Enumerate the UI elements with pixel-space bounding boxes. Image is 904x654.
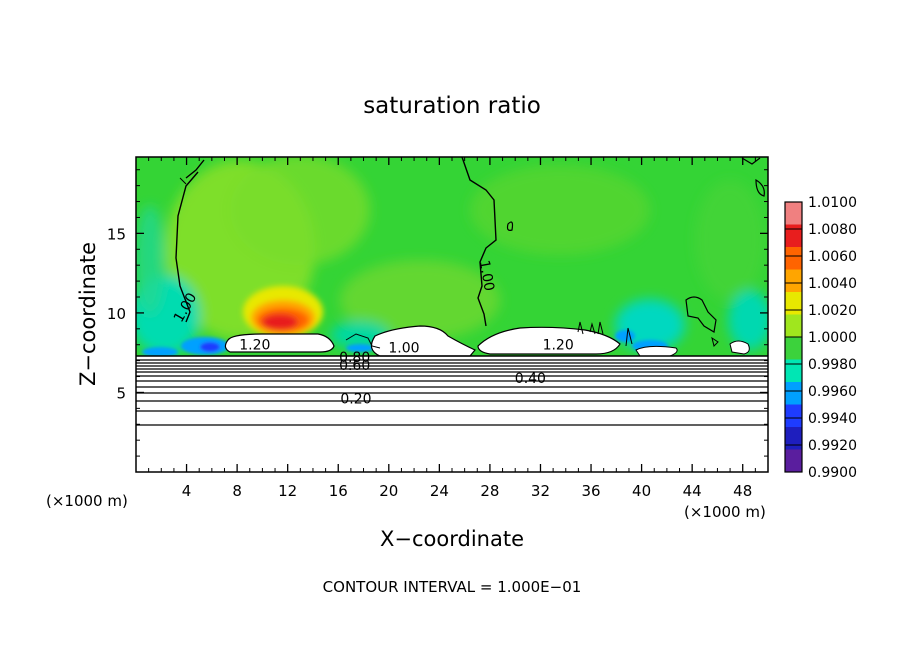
colorbar-tick-label: 1.0040 [808,276,857,292]
x-axis-label: X−coordinate [380,527,524,551]
x-tick-label: 36 [581,482,600,500]
colorbar-tick-label: 1.0020 [808,303,857,319]
colorbar-tick-label: 1.0000 [808,330,857,346]
contour-label: 0.20 [340,392,371,408]
x-unit-right: (×1000 m) [684,503,766,521]
heatmap-field [136,157,768,472]
x-tick-label: 16 [329,482,348,500]
colorbar-swatch [785,224,802,248]
colorbar-tick-label: 0.9980 [808,357,857,373]
y-axis-label: Z−coordinate [76,242,100,386]
colorbar-tick-label: 0.9920 [808,438,857,454]
x-tick-label: 40 [632,482,651,500]
colorbar-swatch [785,292,802,315]
x-tick-label: 8 [232,482,242,500]
colorbar-swatch [785,269,802,293]
colorbar-swatch [785,404,802,428]
contour-interval-note: CONTOUR INTERVAL = 1.000E−01 [323,578,582,596]
colorbar-tick-label: 1.0080 [808,222,857,238]
colorbar-tick-label: 0.9900 [808,465,857,481]
x-tick-label: 12 [278,482,297,500]
contour-label: 1.00 [388,341,419,357]
colorbar-swatch [785,382,802,405]
contour-label: 1.20 [239,338,270,354]
contour-label: 0.60 [339,358,370,374]
colorbar-swatch [785,359,802,383]
colorbar-swatch [785,247,802,270]
x-tick-label: 4 [182,482,192,500]
colorbar-tick-label: 1.0060 [808,249,857,265]
y-tick-label: 10 [107,305,126,323]
colorbar-swatch [785,202,802,225]
colorbar-tick-label: 0.9940 [808,411,857,427]
x-tick-label: 44 [683,482,702,500]
x-tick-label: 32 [531,482,550,500]
x-unit-left: (×1000 m) [46,492,128,510]
colorbar: 1.0100 1.0080 1.0060 1.0040 1.0020 1.0000 0.99… [784,195,857,481]
x-tick-label: 24 [430,482,449,500]
x-tick-label: 20 [379,482,398,500]
x-tick-label: 48 [733,482,752,500]
contour-label: 1.20 [543,338,574,354]
contour-label: 0.80 [339,350,370,366]
contour-label: 1.00 [476,259,497,292]
colorbar-tick-label: 1.0100 [808,195,857,211]
colorbar-tick-label: 0.9960 [808,384,857,400]
y-tick-label: 5 [116,384,126,402]
colorbar-swatch [785,449,802,473]
colorbar-swatch [785,337,802,360]
colorbar-swatch [785,314,802,338]
chart-title: saturation ratio [363,93,541,119]
contour-label: 0.40 [515,371,546,387]
y-tick-label: 15 [107,225,126,243]
x-tick-label: 28 [480,482,499,500]
colorbar-swatch [785,427,802,450]
